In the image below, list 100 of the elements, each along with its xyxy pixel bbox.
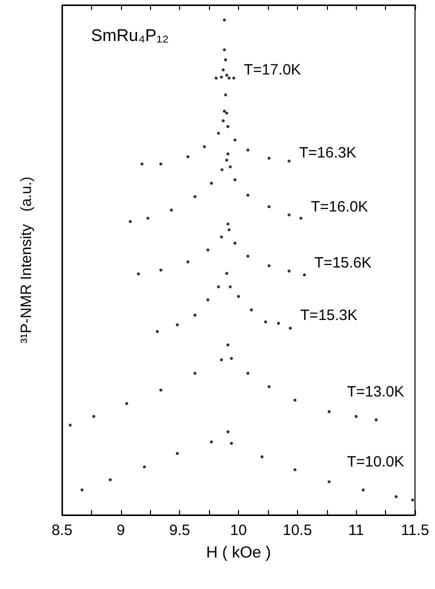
point <box>214 76 218 80</box>
point <box>217 132 220 135</box>
point <box>170 208 173 212</box>
point <box>225 158 228 162</box>
point <box>293 468 296 472</box>
series-label: T=17.0K <box>244 62 301 79</box>
y-axis-title: ³¹P-NMR Intensity (a.u.) <box>18 176 35 344</box>
point <box>226 343 230 346</box>
point <box>288 213 291 216</box>
point <box>220 168 224 172</box>
point <box>230 356 233 360</box>
point <box>268 385 271 388</box>
point <box>328 410 331 414</box>
point <box>142 465 146 468</box>
point <box>193 372 196 375</box>
series-label: T=10.0K <box>347 453 404 470</box>
x-tick-label: 8.5 <box>52 522 72 539</box>
point <box>328 480 331 484</box>
point <box>264 320 268 324</box>
point <box>222 48 226 52</box>
point <box>222 68 225 72</box>
point <box>136 272 140 276</box>
point <box>210 182 213 185</box>
point <box>186 155 190 158</box>
x-tick-label: 10 <box>230 522 247 539</box>
point <box>233 138 236 142</box>
point <box>232 76 236 80</box>
point <box>228 76 231 80</box>
point <box>233 178 236 182</box>
point <box>220 76 223 79</box>
point <box>288 160 291 163</box>
point <box>224 93 228 96</box>
point <box>222 119 225 122</box>
x-tick-label: 11 <box>348 522 364 539</box>
point <box>140 162 144 166</box>
point <box>146 216 150 220</box>
point <box>156 330 159 334</box>
point <box>293 398 296 402</box>
point <box>186 260 190 264</box>
point <box>246 148 250 152</box>
x-tick-label: 9.5 <box>169 522 190 539</box>
point <box>80 488 84 492</box>
point <box>206 248 210 252</box>
x-tick-label: 10.5 <box>282 522 312 539</box>
point <box>237 294 240 298</box>
point <box>176 452 179 455</box>
point <box>210 440 213 444</box>
point <box>228 285 232 288</box>
point <box>159 162 162 166</box>
series-label: T=15.6K <box>314 254 372 272</box>
point <box>176 323 179 326</box>
point <box>193 314 196 317</box>
point <box>411 498 414 502</box>
x-tick-label: 11.5 <box>400 522 430 539</box>
point <box>226 125 230 128</box>
chart-title: SmRu₄P₁₂ <box>91 26 169 45</box>
point <box>225 272 228 275</box>
point <box>217 285 220 288</box>
point <box>224 58 228 62</box>
point <box>228 228 231 232</box>
point <box>374 418 378 422</box>
point <box>225 74 228 77</box>
point <box>206 298 210 302</box>
point <box>246 372 250 375</box>
series-label: T=13.0K <box>347 384 404 401</box>
point <box>159 268 162 272</box>
point <box>302 273 306 276</box>
point <box>225 112 228 115</box>
point <box>354 414 358 418</box>
point <box>226 222 230 226</box>
point <box>268 264 271 268</box>
series-label: T=15.3K <box>300 306 358 324</box>
series-label: T=16.3K <box>299 144 356 162</box>
point <box>246 254 250 258</box>
point <box>250 308 253 312</box>
point <box>128 220 132 224</box>
point <box>125 402 128 406</box>
point <box>220 358 223 362</box>
point <box>222 110 226 113</box>
point <box>362 488 365 492</box>
point <box>220 235 223 238</box>
point <box>230 442 233 445</box>
x-axis-title: H ( kOe ) <box>206 544 271 562</box>
point <box>277 322 280 325</box>
point <box>233 242 236 245</box>
point <box>159 388 162 392</box>
point <box>226 430 230 434</box>
x-tick-label: 9 <box>116 522 126 539</box>
point <box>268 156 271 160</box>
point <box>193 195 196 198</box>
point <box>228 165 232 168</box>
point <box>202 145 206 148</box>
point <box>92 414 96 418</box>
point <box>226 152 230 156</box>
point <box>394 495 398 498</box>
point <box>288 270 291 273</box>
point <box>246 194 250 197</box>
point <box>222 18 226 22</box>
point <box>260 455 264 458</box>
point <box>68 424 72 427</box>
